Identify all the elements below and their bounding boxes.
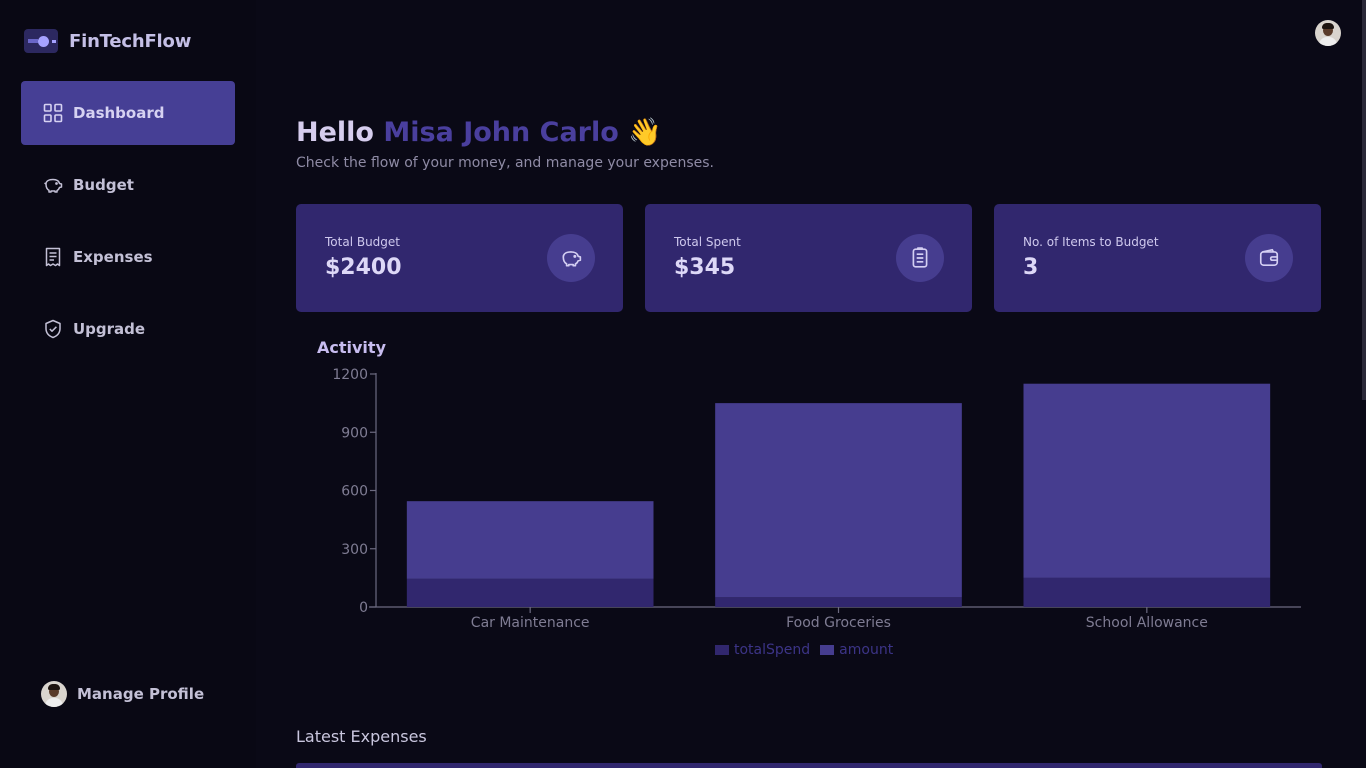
page-title: Hello Misa John Carlo 👋	[296, 116, 662, 148]
bar-amount	[715, 403, 962, 598]
logo-icon	[24, 29, 58, 53]
scrollbar[interactable]	[1362, 0, 1366, 400]
legend-swatch	[715, 645, 729, 655]
y-tick-label: 600	[341, 484, 368, 500]
sidebar-nav: Dashboard Budget Expenses	[21, 81, 235, 369]
bar-amount	[406, 501, 654, 579]
legend-swatch	[820, 645, 835, 655]
legend-item-totalspend[interactable]: totalSpend	[715, 642, 810, 658]
user-name: Misa John Carlo	[383, 117, 619, 148]
sidebar-item-dashboard[interactable]: Dashboard	[21, 81, 235, 145]
sidebar-item-expenses[interactable]: Expenses	[21, 225, 235, 289]
sidebar-item-label: Budget	[73, 176, 134, 194]
activity-title: Activity	[317, 338, 386, 357]
items-to-budget-card: No. of Items to Budget 3	[994, 204, 1321, 312]
brand[interactable]: FinTechFlow	[24, 28, 191, 54]
bar-amount	[1023, 383, 1271, 578]
avatar	[41, 681, 67, 707]
piggy-bank-icon	[43, 175, 63, 195]
bar-totalspend	[1023, 577, 1271, 607]
y-tick-label: 900	[341, 425, 368, 441]
chart-legend: totalSpend amount	[715, 642, 903, 658]
latest-expenses-title: Latest Expenses	[296, 727, 427, 746]
manage-profile-label: Manage Profile	[77, 685, 205, 703]
legend-item-amount[interactable]: amount	[820, 642, 893, 658]
user-avatar-button[interactable]	[1315, 20, 1341, 46]
x-tick-label: Food Groceries	[786, 615, 891, 631]
bar-totalspend	[715, 597, 962, 607]
card-label: Total Spent	[674, 235, 741, 249]
sidebar-item-upgrade[interactable]: Upgrade	[21, 297, 235, 361]
manage-profile-link[interactable]: Manage Profile	[41, 681, 204, 707]
wallet-icon	[1245, 234, 1293, 282]
card-value: $2400	[325, 255, 402, 280]
summary-cards: Total Budget $2400 Total Spent $345 N	[296, 204, 1322, 312]
x-tick-label: School Allowance	[1086, 615, 1208, 631]
card-value: 3	[1023, 255, 1039, 280]
card-label: No. of Items to Budget	[1023, 235, 1159, 249]
y-tick-label: 1200	[332, 367, 368, 383]
main-content: Hello Misa John Carlo 👋 Check the flow o…	[296, 0, 1322, 768]
bar-totalspend	[406, 578, 654, 607]
total-spent-card: Total Spent $345	[645, 204, 972, 312]
sidebar: FinTechFlow Dashboard Bud	[0, 0, 256, 768]
wave-emoji: 👋	[628, 117, 662, 148]
receipt-icon	[43, 247, 63, 267]
greeting-text: Hello	[296, 117, 374, 148]
x-tick-label: Car Maintenance	[471, 615, 590, 631]
total-budget-card: Total Budget $2400	[296, 204, 623, 312]
latest-expenses-table-header	[296, 763, 1322, 768]
card-label: Total Budget	[325, 235, 400, 249]
sidebar-item-label: Upgrade	[73, 320, 146, 338]
sidebar-item-budget[interactable]: Budget	[21, 153, 235, 217]
sidebar-item-label: Dashboard	[73, 104, 165, 122]
legend-label: amount	[839, 642, 894, 658]
sidebar-item-label: Expenses	[73, 248, 153, 266]
receipt-icon	[896, 234, 944, 282]
piggy-bank-icon	[547, 234, 595, 282]
card-value: $345	[674, 255, 736, 280]
legend-label: totalSpend	[734, 642, 811, 658]
y-tick-label: 0	[359, 600, 368, 616]
shield-check-icon	[43, 319, 63, 339]
app-name: FinTechFlow	[69, 30, 192, 52]
activity-chart: 0 300 600 900 1200 Car Maintenance Food Grocer…	[332, 367, 1301, 631]
y-tick-label: 300	[341, 542, 368, 558]
grid-icon	[43, 103, 63, 123]
page-subtitle: Check the flow of your money, and manage…	[296, 155, 714, 171]
